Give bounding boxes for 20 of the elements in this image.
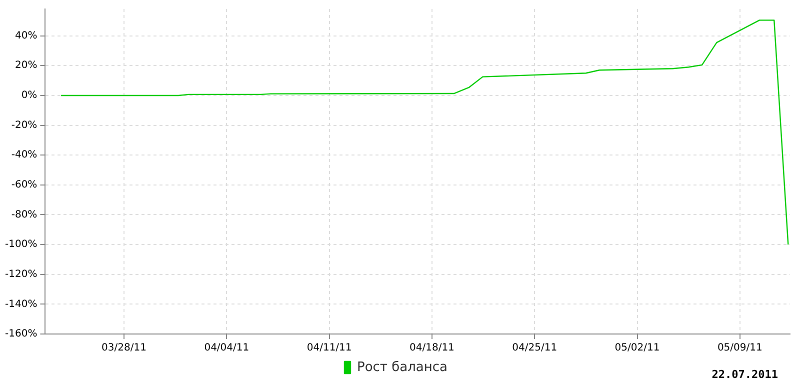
y-tick-label: -40% <box>11 150 38 161</box>
x-tick-label: 03/28/11 <box>102 342 146 354</box>
y-tick-label: -140% <box>4 298 38 310</box>
y-tick-label: -80% <box>11 209 38 220</box>
y-tick-label: -120% <box>4 268 38 280</box>
x-tick-label: 04/25/11 <box>512 342 558 354</box>
x-tick-label: 04/18/11 <box>409 342 454 354</box>
legend-label: Рост баланса <box>356 360 448 375</box>
x-tick-label: 05/09/11 <box>717 342 762 354</box>
x-tick-label: 04/04/11 <box>204 342 250 354</box>
y-tick-label: -20% <box>11 120 38 131</box>
y-tick-label: 20% <box>14 60 38 72</box>
y-tick-label: -160% <box>4 328 38 340</box>
y-tick-label: -100% <box>4 239 38 250</box>
text: 22.07.2011 <box>712 368 778 381</box>
x-tick-label: 05/02/11 <box>614 342 660 354</box>
y-tick-label: 0% <box>21 90 38 102</box>
y-tick-label: -60% <box>11 180 38 191</box>
y-tick-label: 40% <box>14 30 38 42</box>
x-tick-label: 04/11/11 <box>306 342 352 354</box>
